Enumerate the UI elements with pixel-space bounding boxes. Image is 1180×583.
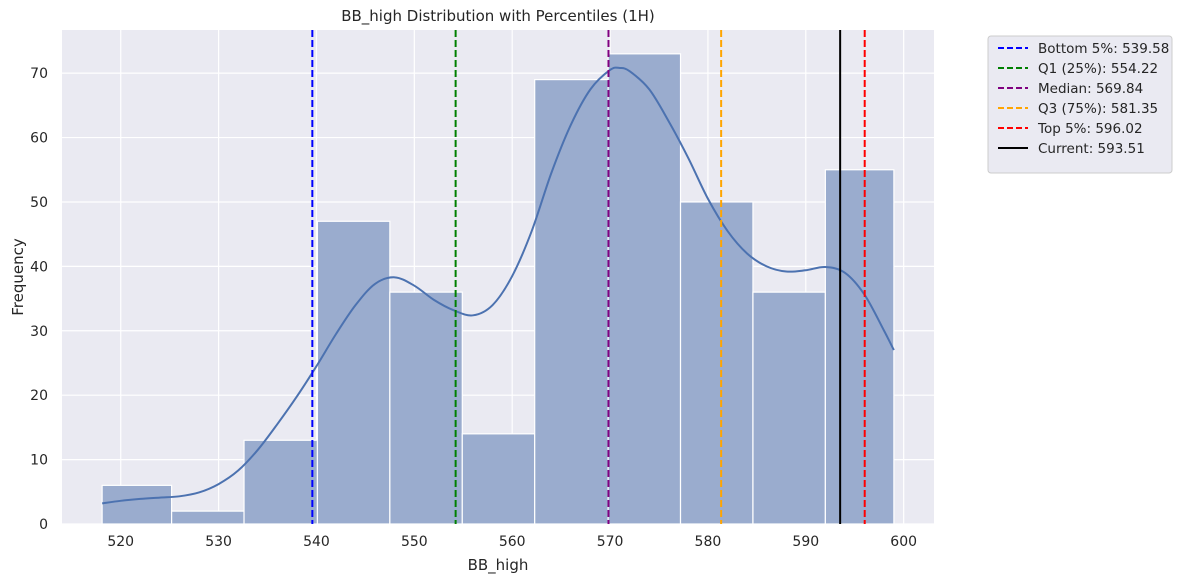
y-tick-label: 70 — [30, 66, 48, 82]
histogram-bar — [607, 53, 682, 525]
y-tick-label: 60 — [30, 131, 48, 147]
y-tick-label: 30 — [30, 324, 48, 340]
chart-title: BB_high Distribution with Percentiles (1… — [341, 7, 655, 26]
histogram-bar — [534, 78, 609, 525]
x-tick-label: 520 — [107, 534, 134, 550]
histogram-bar — [752, 291, 826, 525]
legend-label: Top 5%: 596.02 — [1037, 121, 1143, 137]
kde-curve-group — [101, 66, 895, 505]
legend-label: Median: 569.84 — [1038, 81, 1143, 97]
histogram-bar — [171, 510, 245, 525]
legend-label: Current: 593.51 — [1038, 141, 1145, 157]
axis-ticks: 520 530 540 550 560 570 580 590 600 0 10 20 30 40 50 60… — [30, 66, 917, 550]
histogram-bar — [389, 291, 463, 525]
histogram-bar — [316, 220, 391, 525]
kde-curve — [101, 66, 895, 505]
x-tick-label: 560 — [499, 534, 526, 550]
x-tick-label: 540 — [303, 534, 330, 550]
histogram-bar — [243, 439, 319, 525]
x-tick-label: 550 — [401, 534, 428, 550]
x-tick-label: 580 — [695, 534, 722, 550]
y-tick-label: 50 — [30, 195, 48, 211]
percentile-lines — [311, 30, 866, 524]
x-tick-label: 530 — [205, 534, 232, 550]
y-tick-label: 0 — [39, 517, 48, 533]
histogram-bars — [101, 53, 895, 525]
y-tick-label: 20 — [30, 388, 48, 404]
y-tick-label: 10 — [30, 453, 48, 469]
legend-label: Q1 (25%): 554.22 — [1038, 61, 1158, 77]
legend-label: Bottom 5%: 539.58 — [1038, 41, 1169, 57]
x-tick-label: 570 — [597, 534, 624, 550]
y-axis-title: Frequency — [9, 238, 27, 316]
histogram-bar — [461, 433, 536, 525]
legend: Bottom 5%: 539.58 Q1 (25%): 554.22 Median:… — [987, 35, 1173, 174]
legend-label: Q3 (75%): 581.35 — [1038, 101, 1158, 117]
y-tick-label: 40 — [30, 259, 48, 275]
histogram-bar — [101, 484, 173, 525]
legend-box — [987, 35, 1173, 174]
histogram-bar — [824, 169, 895, 525]
x-tick-label: 600 — [890, 534, 917, 550]
x-tick-label: 590 — [792, 534, 819, 550]
x-axis-title: BB_high — [468, 556, 529, 575]
histogram-bar — [679, 201, 754, 525]
